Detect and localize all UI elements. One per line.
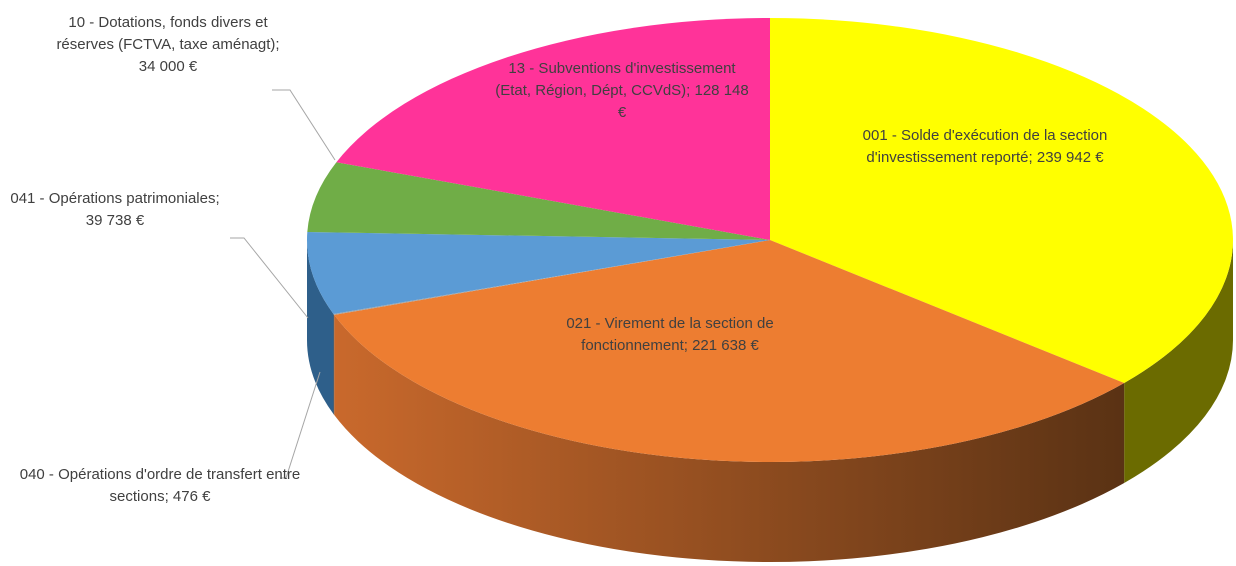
data-label: 040 - Opérations d'ordre de transfert en… xyxy=(19,466,301,505)
leader-line xyxy=(230,237,309,319)
slice-side xyxy=(333,313,335,415)
leader-line xyxy=(272,89,336,161)
slice xyxy=(333,240,770,315)
slice-side xyxy=(334,314,1125,563)
data-label: 10 - Dotations, fonds divers et réserves… xyxy=(56,14,280,75)
data-label: 13 - Subventions d'investissement (Etat,… xyxy=(495,60,749,121)
data-label: 021 - Virement de la section de fonction… xyxy=(566,315,774,354)
slice xyxy=(307,231,770,314)
slice xyxy=(334,240,1125,462)
slice-side xyxy=(1124,240,1233,483)
leader-line xyxy=(280,371,321,479)
data-label: 001 - Solde d'exécution de la section d'… xyxy=(862,127,1108,166)
slice xyxy=(336,18,770,240)
slice xyxy=(307,162,770,240)
slice xyxy=(770,18,1233,383)
data-label: 041 - Opérations patrimoniales; 39 738 € xyxy=(10,190,220,229)
slice-side xyxy=(307,240,334,414)
